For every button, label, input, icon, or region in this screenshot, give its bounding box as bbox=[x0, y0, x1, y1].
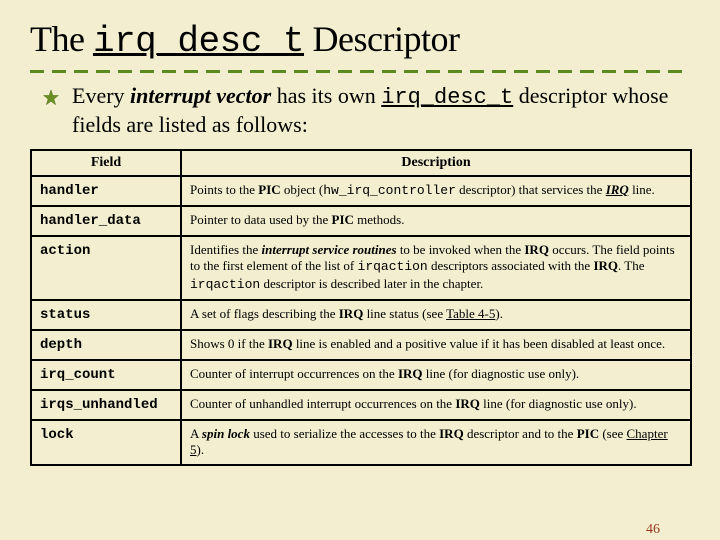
field-description: Shows 0 if the IRQ line is enabled and a… bbox=[181, 330, 691, 360]
field-name: status bbox=[31, 300, 181, 330]
field-name: handler_data bbox=[31, 206, 181, 236]
title-suffix: Descriptor bbox=[304, 19, 459, 59]
divider bbox=[30, 70, 690, 73]
table-row: actionIdentifies the interrupt service r… bbox=[31, 236, 691, 300]
table-row: irqs_unhandledCounter of unhandled inter… bbox=[31, 390, 691, 420]
field-name: irq_count bbox=[31, 360, 181, 390]
table-row: depthShows 0 if the IRQ line is enabled … bbox=[31, 330, 691, 360]
table-header-row: Field Description bbox=[31, 150, 691, 176]
field-name: action bbox=[31, 236, 181, 300]
field-name: depth bbox=[31, 330, 181, 360]
table-row: lockA spin lock used to serialize the ac… bbox=[31, 420, 691, 465]
field-description: A spin lock used to serialize the access… bbox=[181, 420, 691, 465]
star-bullet-icon bbox=[42, 89, 60, 107]
table-row: handlerPoints to the PIC object (hw_irq_… bbox=[31, 176, 691, 206]
title-prefix: The bbox=[30, 19, 93, 59]
slide: The irq_desc_t Descriptor Every interrup… bbox=[0, 0, 720, 466]
table-row: handler_dataPointer to data used by the … bbox=[31, 206, 691, 236]
table-row: irq_countCounter of interrupt occurrence… bbox=[31, 360, 691, 390]
field-description: Identifies the interrupt service routine… bbox=[181, 236, 691, 300]
page-title: The irq_desc_t Descriptor bbox=[30, 18, 690, 62]
field-description: Points to the PIC object (hw_irq_control… bbox=[181, 176, 691, 206]
field-description: Pointer to data used by the PIC methods. bbox=[181, 206, 691, 236]
table-row: statusA set of flags describing the IRQ … bbox=[31, 300, 691, 330]
field-name: irqs_unhandled bbox=[31, 390, 181, 420]
col-description: Description bbox=[181, 150, 691, 176]
field-description: Counter of interrupt occurrences on the … bbox=[181, 360, 691, 390]
intro-text: Every interrupt vector has its own irq_d… bbox=[72, 83, 688, 139]
page-number: 46 bbox=[646, 522, 660, 538]
field-description: A set of flags describing the IRQ line s… bbox=[181, 300, 691, 330]
field-description: Counter of unhandled interrupt occurrenc… bbox=[181, 390, 691, 420]
field-name: lock bbox=[31, 420, 181, 465]
field-name: handler bbox=[31, 176, 181, 206]
fields-table: Field Description handlerPoints to the P… bbox=[30, 149, 692, 466]
col-field: Field bbox=[31, 150, 181, 176]
intro-row: Every interrupt vector has its own irq_d… bbox=[42, 83, 688, 139]
title-code: irq_desc_t bbox=[93, 21, 304, 62]
